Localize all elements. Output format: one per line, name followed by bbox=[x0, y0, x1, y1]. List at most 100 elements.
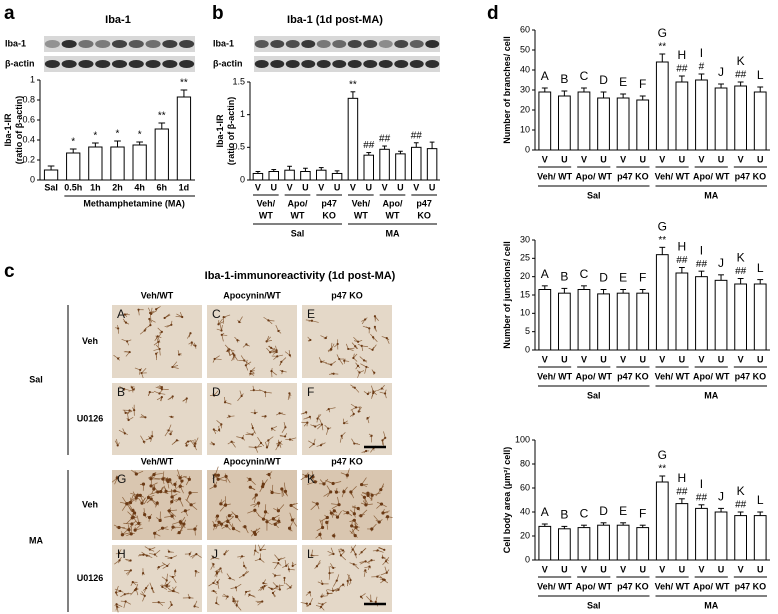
microglia-process bbox=[338, 358, 344, 365]
microglia-body bbox=[335, 579, 338, 582]
bar bbox=[655, 254, 669, 351]
microglia-body bbox=[151, 435, 154, 438]
microglia-body bbox=[288, 354, 291, 357]
bar bbox=[714, 511, 728, 561]
bar bbox=[714, 87, 728, 151]
group-label: Veh/ WT bbox=[655, 581, 691, 591]
microglia-body bbox=[332, 566, 335, 570]
microglia-body bbox=[155, 352, 158, 355]
microglia-body bbox=[166, 479, 170, 484]
microglia-body bbox=[325, 515, 329, 520]
y-tick-label: 0.4 bbox=[22, 134, 35, 144]
microglia-process bbox=[260, 544, 265, 551]
bar-letter: B bbox=[560, 72, 568, 86]
microglia-body bbox=[223, 503, 228, 507]
microglia-body bbox=[261, 517, 266, 521]
x-tick-label: V bbox=[738, 564, 744, 574]
group-label: Apo/ bbox=[383, 198, 403, 208]
bar bbox=[395, 153, 406, 181]
microglia-body bbox=[124, 600, 127, 603]
microglia-body bbox=[385, 337, 388, 340]
microglia-body bbox=[288, 392, 291, 395]
microglia-body bbox=[116, 605, 119, 608]
microglia-body bbox=[217, 323, 220, 326]
microglia-body bbox=[373, 315, 377, 318]
group-label: Apo/ WT bbox=[693, 171, 730, 181]
microglia-body bbox=[212, 589, 215, 593]
microglia-body bbox=[306, 421, 309, 424]
microglia-body bbox=[254, 493, 258, 497]
blot-band bbox=[270, 60, 285, 68]
bar-letter: C bbox=[580, 69, 589, 83]
microglia-body bbox=[193, 605, 196, 608]
microglia-body bbox=[167, 429, 170, 432]
microglia-body bbox=[259, 441, 263, 445]
bar-letter: K bbox=[737, 54, 745, 68]
bar bbox=[363, 154, 374, 181]
microglia-process bbox=[253, 389, 261, 392]
microglia-body bbox=[131, 515, 135, 519]
blot-band bbox=[179, 60, 195, 68]
microglia-body bbox=[194, 442, 197, 445]
bar-letter: L bbox=[757, 261, 764, 275]
microglia-body bbox=[379, 488, 383, 492]
microglia-body bbox=[259, 548, 262, 552]
microglia-process bbox=[166, 573, 168, 581]
y-tick-label: 1 bbox=[30, 74, 35, 84]
column-header: Apocynin/WT bbox=[223, 456, 281, 466]
microglia-body bbox=[330, 348, 333, 351]
row-label: Veh bbox=[82, 336, 98, 346]
micrograph-letter: J bbox=[212, 547, 218, 561]
blot-band bbox=[61, 40, 77, 48]
group-label: Apo/ WT bbox=[576, 171, 613, 181]
microglia-body bbox=[338, 357, 341, 361]
microglia-body bbox=[351, 548, 354, 551]
y-axis-label-line: Cell body area (μm²/ cell) bbox=[502, 447, 512, 554]
bar bbox=[558, 528, 571, 561]
microglia-body bbox=[152, 472, 156, 477]
microglia-body bbox=[244, 364, 247, 367]
microglia-body bbox=[339, 554, 343, 557]
x-tick-label: U bbox=[639, 564, 646, 574]
microglia-process bbox=[330, 547, 334, 555]
x-tick-label: U bbox=[600, 154, 607, 164]
group-label: Veh/ WT bbox=[537, 371, 573, 381]
significance-label: ## bbox=[676, 486, 688, 497]
significance-label: # bbox=[699, 62, 705, 73]
microglia-body bbox=[337, 588, 340, 591]
bar-letter: F bbox=[639, 77, 646, 91]
microglia-body bbox=[370, 493, 374, 497]
microglia-body bbox=[215, 514, 220, 518]
microglia-body bbox=[148, 548, 151, 551]
microglia-body bbox=[337, 503, 341, 507]
microglia-body bbox=[222, 316, 225, 319]
microglia-body bbox=[264, 415, 267, 418]
y-tick-label: 0 bbox=[525, 344, 530, 354]
bar-letter: J bbox=[718, 256, 724, 270]
microglia-body bbox=[244, 590, 248, 594]
microglia-body bbox=[165, 579, 168, 582]
microglia-body bbox=[129, 532, 133, 536]
bar bbox=[88, 146, 103, 181]
microglia-process bbox=[154, 550, 161, 555]
microglia-body bbox=[365, 449, 368, 453]
x-tick-label: U bbox=[366, 182, 373, 192]
x-tick-label: U bbox=[679, 154, 686, 164]
microglia-body bbox=[235, 604, 238, 607]
microglia-body bbox=[308, 602, 312, 606]
microglia-body bbox=[275, 585, 278, 588]
microglia-process bbox=[248, 446, 256, 448]
microglia-process bbox=[287, 393, 290, 400]
microglia-body bbox=[320, 595, 323, 598]
microglia-body bbox=[177, 531, 181, 535]
microglia-body bbox=[275, 350, 278, 354]
microglia-body bbox=[253, 508, 257, 512]
microglia-body bbox=[261, 600, 264, 603]
micrograph-letter: A bbox=[117, 307, 125, 321]
row-label: Veh bbox=[82, 499, 98, 509]
microglia-body bbox=[311, 475, 315, 479]
microglia-body bbox=[265, 520, 269, 524]
microglia-body bbox=[265, 446, 269, 449]
microglia-body bbox=[178, 520, 182, 524]
bar-letter: L bbox=[757, 68, 764, 82]
